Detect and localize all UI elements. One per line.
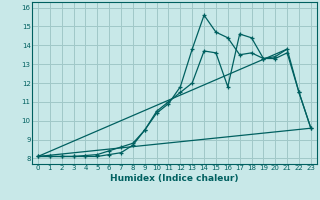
X-axis label: Humidex (Indice chaleur): Humidex (Indice chaleur) bbox=[110, 174, 239, 183]
